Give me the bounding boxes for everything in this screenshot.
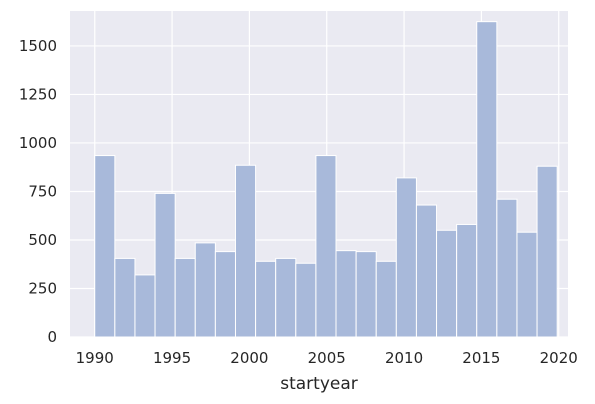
- histogram-bar: [94, 155, 116, 338]
- histogram-bar: [234, 164, 257, 338]
- histogram-bar: [255, 260, 277, 338]
- histogram-bar: [496, 198, 518, 338]
- x-tick-label: 2000: [230, 349, 268, 367]
- histogram-bar: [154, 192, 176, 338]
- histogram-bar: [275, 257, 297, 338]
- x-tick-label: 1995: [153, 349, 191, 367]
- histogram-bar: [436, 229, 458, 338]
- histogram-bar: [335, 250, 357, 338]
- histogram-bar: [536, 165, 558, 338]
- histogram-bar: [174, 257, 196, 338]
- x-tick-label: 2020: [540, 349, 578, 367]
- y-tick-label: 1250: [19, 85, 57, 103]
- histogram-bar: [295, 262, 317, 338]
- x-tick-label: 2010: [385, 349, 423, 367]
- histogram-bar: [355, 251, 377, 338]
- histogram-bar: [456, 223, 478, 338]
- y-tick-label: 1500: [19, 37, 57, 55]
- y-tick-label: 250: [28, 279, 57, 297]
- x-axis-ticks: 1990 1995 2000 2005 2010 2015 2020: [76, 349, 578, 367]
- x-tick-label: 2015: [462, 349, 500, 367]
- histogram-bar: [315, 155, 337, 338]
- y-tick-label: 750: [28, 182, 57, 200]
- histogram-bar: [134, 274, 156, 338]
- histogram-bar: [516, 231, 538, 338]
- y-tick-label: 500: [28, 231, 57, 249]
- histogram-bar: [476, 21, 498, 338]
- x-tick-label: 2005: [308, 349, 346, 367]
- y-axis-ticks: 0 250 500 750 1000 1250 1500: [19, 37, 57, 346]
- y-tick-label: 0: [47, 328, 57, 346]
- histogram-bar: [114, 257, 136, 338]
- histogram-bar: [375, 260, 397, 338]
- histogram-bar: [395, 177, 417, 338]
- histogram-bars: [94, 21, 558, 338]
- x-axis-label: startyear: [280, 374, 358, 394]
- y-tick-label: 1000: [19, 134, 57, 152]
- histogram-bar: [415, 204, 438, 338]
- histogram-bar: [214, 251, 236, 338]
- x-tick-label: 1990: [76, 349, 114, 367]
- histogram-bar: [194, 242, 216, 338]
